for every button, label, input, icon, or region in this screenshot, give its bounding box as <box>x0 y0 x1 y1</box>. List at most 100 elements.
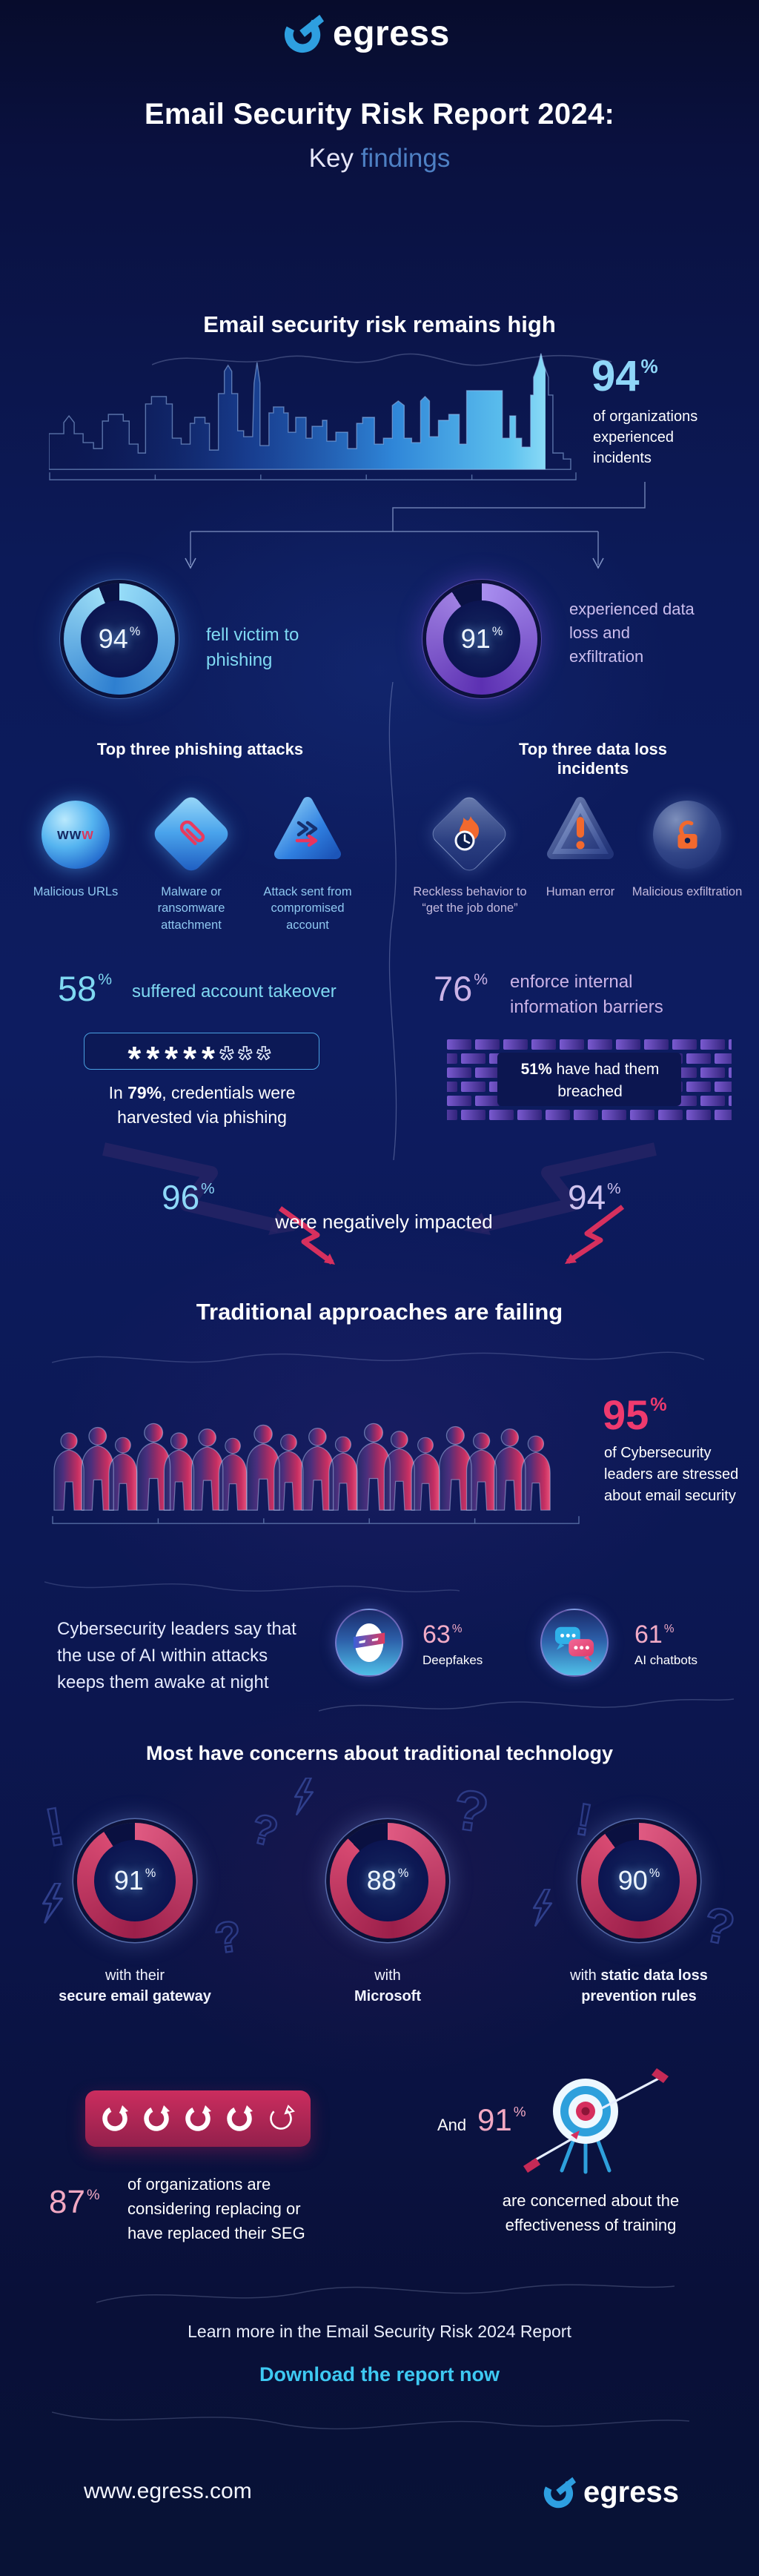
training-prefix: And <box>437 2116 467 2134</box>
password-solid-asterisks: ***** <box>127 1039 220 1070</box>
arrow-down-icon <box>592 557 604 569</box>
skyline-chart <box>49 353 577 480</box>
learn-more-text: Learn more in the Email Security Risk 20… <box>188 2322 571 2341</box>
seg-stat-value: 87% <box>49 2184 100 2220</box>
crowd-chart <box>52 1398 580 1524</box>
incidents-stat-value: 94% <box>591 352 658 400</box>
dlp-concern-donut: 90% <box>581 1823 697 1938</box>
failing-section-heading: Traditional approaches are failing <box>196 1299 563 1325</box>
question-mark-decoration: ? <box>698 1895 740 1956</box>
wave-decoration <box>52 2411 689 2430</box>
download-report-link[interactable]: Download the report now <box>259 2363 500 2385</box>
open-padlock-icon <box>677 820 697 849</box>
subtitle-findings: findings <box>360 144 451 173</box>
barriers-stat-value: 76% <box>434 969 488 1008</box>
phishing-item-label: Attack sent from compromised account <box>263 885 352 932</box>
question-mark-decoration: ? <box>211 1911 245 1964</box>
seg-concern-donut: 91% <box>77 1823 193 1938</box>
target-icon <box>523 2068 669 2174</box>
egress-logo: egress <box>284 12 450 55</box>
dataloss-donut-label: experienced data loss and exfiltration <box>569 600 695 666</box>
password-field: ***** *** <box>84 1033 319 1070</box>
dataloss-column-header: Top three data loss incidents <box>518 740 668 778</box>
microsoft-concern-donut: 88% <box>330 1823 445 1938</box>
arrow-down-icon <box>185 557 196 569</box>
seg-concern-caption: with their secure email gateway <box>59 1967 211 2004</box>
question-mark-decoration: ? <box>448 1777 493 1846</box>
dataloss-item-label: Human error <box>546 885 615 898</box>
dlp-concern-value: 90% <box>617 1865 660 1895</box>
lightning-decoration <box>532 1889 553 1927</box>
refresh-icons <box>96 2101 295 2136</box>
question-mark-decoration: ? <box>246 1804 284 1857</box>
concerns-heading: Most have concerns about traditional tec… <box>145 1742 614 1764</box>
paperclip-icon <box>179 820 205 846</box>
compromised-account-icon <box>274 797 341 859</box>
phishing-item-label: Malware or ransomware attachment <box>157 885 225 932</box>
human-error-icon <box>547 797 614 859</box>
dataloss-donut-chart: 91% <box>426 583 537 695</box>
credentials-note: In 79%, credentials were harvested via p… <box>108 1083 296 1128</box>
connector-lines <box>185 482 646 569</box>
column-divider <box>388 682 397 1160</box>
breach-note: 51% have had them breached <box>520 1061 660 1101</box>
microsoft-concern-value: 88% <box>366 1865 409 1895</box>
training-stat-desc: are concerned about the effectiveness of… <box>502 2191 680 2234</box>
page-title: Email Security Risk Report 2024: <box>144 98 615 130</box>
phishing-donut-chart: 94% <box>64 583 175 695</box>
subtitle-key: Key <box>308 144 354 173</box>
website-link[interactable]: www.egress.com <box>84 2479 252 2503</box>
wave-decoration <box>96 2284 675 2303</box>
impact-desc: were negatively impacted <box>275 1211 493 1233</box>
ai-intro-text: Cybersecurity leaders say that the use o… <box>57 1619 296 1692</box>
dataloss-item-label: Malicious exfiltration <box>632 885 743 898</box>
phishing-column-header: Top three phishing attacks <box>96 740 304 758</box>
exclamation-decoration: ! <box>40 1795 70 1858</box>
takeover-stat-value: 58% <box>58 969 113 1008</box>
seg-replace-graphic <box>85 2090 311 2147</box>
wave-decoration <box>319 1698 734 1712</box>
wave-decoration <box>44 1581 460 1592</box>
reckless-behavior-icon <box>428 792 511 875</box>
malicious-exfiltration-icon <box>653 801 721 869</box>
malware-attachment-icon <box>150 792 233 875</box>
stress-stat-value: 95% <box>603 1391 667 1438</box>
stress-stat-desc: of Cybersecurity leaders are stressed ab… <box>604 1445 739 1504</box>
flame-clock-icon <box>454 816 480 851</box>
dlp-concern-caption: with static data loss prevention rules <box>570 1967 708 2004</box>
phishing-item-label: Malicious URLs <box>33 885 119 898</box>
deepfakes-label: Deepfakes <box>422 1653 483 1667</box>
breach-wall-graphic <box>447 1038 732 1121</box>
egress-logo-icon <box>284 14 324 53</box>
microsoft-concern-caption: with Microsoft <box>354 1967 421 2004</box>
risk-section-heading: Email security risk remains high <box>203 311 556 337</box>
training-stat-value: 91% <box>477 2102 526 2137</box>
footer-logo-wordmark: egress <box>583 2475 679 2509</box>
incidents-stat-desc: of organizations experienced incidents <box>593 408 698 466</box>
page-subtitle: Key findings <box>0 144 759 173</box>
lightning-decoration <box>294 1778 314 1815</box>
impact-right-value: 94% <box>568 1178 621 1216</box>
seg-concern-value: 91% <box>113 1865 156 1895</box>
malicious-urls-icon: www <box>42 801 110 869</box>
dataloss-item-label: Reckless behavior to “get the job done” <box>413 885 527 915</box>
deepfake-icon <box>335 1609 403 1677</box>
impact-arrows-graphic <box>102 1142 657 1265</box>
footer-logo-icon <box>543 2477 576 2509</box>
password-outline-asterisks: *** <box>219 1039 276 1070</box>
phishing-donut-label: fell victim to phishing <box>206 625 299 670</box>
lightning-decoration <box>42 1883 64 1924</box>
dataloss-donut-value: 91% <box>460 623 503 654</box>
crowd-baseline-ruler <box>52 1516 580 1524</box>
phishing-donut-value: 94% <box>98 623 141 654</box>
deepfakes-stat-value: 63% <box>422 1620 463 1649</box>
skyline-baseline-ruler <box>49 472 577 480</box>
logo-wordmark: egress <box>333 13 450 53</box>
ai-chatbots-icon <box>540 1609 609 1677</box>
wave-decoration <box>52 1351 704 1363</box>
seg-stat-desc: of organizations are considering replaci… <box>127 2175 305 2242</box>
exclamation-decoration: ! <box>571 1793 597 1847</box>
footer-egress-logo: egress <box>543 2474 679 2510</box>
takeover-stat-desc: suffered account takeover <box>132 981 337 1001</box>
